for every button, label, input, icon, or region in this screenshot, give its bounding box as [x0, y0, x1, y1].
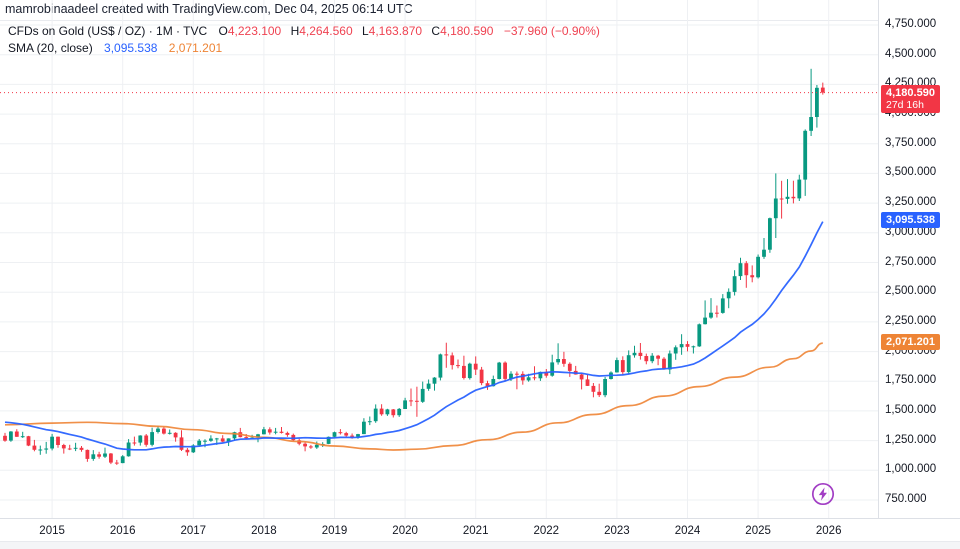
- x-axis-label: 2015: [39, 525, 65, 537]
- change-value: −37.960 (−0.90%): [503, 24, 600, 38]
- pane-top-border: [0, 20, 960, 21]
- last-price-badge-value: 4,180.590: [886, 86, 935, 99]
- y-axis-label: 2,750.000: [885, 255, 937, 268]
- close-label: C: [431, 24, 441, 38]
- y-axis-label: 4,750.000: [885, 18, 937, 30]
- chart-plot-area[interactable]: [0, 0, 878, 518]
- chart-legend: CFDs on Gold (US$ / OZ) · 1M · TVC O4,22…: [8, 23, 600, 57]
- price-axis[interactable]: 4,180.590 27d 16h 3,095.538 2,071.201 4,…: [878, 0, 960, 518]
- y-axis-label: 3,750.000: [885, 136, 937, 149]
- x-axis-label: 2021: [462, 525, 489, 537]
- y-axis-label: 1,750.000: [885, 374, 937, 387]
- x-axis-label: 2024: [674, 525, 701, 537]
- low-value: 4,163.870: [368, 24, 423, 38]
- high-value: 4,264.560: [299, 24, 353, 38]
- x-axis-label: 2016: [109, 525, 136, 537]
- sma-fast-badge: 3,095.538: [881, 212, 940, 229]
- y-axis-label: 1,500.000: [885, 403, 937, 416]
- sma-fast-value: 3,095.538: [104, 41, 158, 55]
- x-axis-label: 2025: [745, 525, 771, 537]
- low-label: L: [361, 24, 369, 38]
- sma-slow-value: 2,071.201: [168, 41, 223, 55]
- sma-slow-badge: 2,071.201: [881, 334, 940, 351]
- legend-symbol-row: CFDs on Gold (US$ / OZ) · 1M · TVC O4,22…: [8, 23, 600, 40]
- flash-icon[interactable]: [810, 481, 836, 507]
- symbol-title[interactable]: CFDs on Gold (US$ / OZ) · 1M · TVC: [8, 24, 208, 38]
- legend-indicator-row: SMA (20, close) 3,095.538 2,071.201: [8, 40, 600, 57]
- gridlines: [0, 0, 878, 518]
- bar-countdown: 27d 16h: [886, 98, 924, 111]
- y-axis-label: 1,000.000: [885, 463, 937, 476]
- x-axis-label: 2023: [604, 525, 630, 537]
- candles: [3, 68, 825, 465]
- sma-fast-line: [4, 221, 824, 451]
- y-axis-label: 3,500.000: [885, 166, 937, 179]
- indicator-title[interactable]: SMA (20, close): [8, 41, 93, 55]
- bottom-strip: [0, 541, 960, 549]
- y-axis-label: 1,250.000: [885, 433, 937, 446]
- open-value: 4,223.100: [227, 24, 282, 38]
- sma-slow-line: [4, 342, 823, 451]
- last-price-badge: 4,180.590 27d 16h: [881, 84, 940, 113]
- y-axis-label: 2,500.000: [885, 285, 937, 298]
- x-axis-label: 2019: [321, 525, 348, 537]
- watermark-text: mamrobinaadeel created with TradingView.…: [5, 2, 413, 16]
- x-axis-label: 2017: [180, 525, 207, 537]
- x-axis-label: 2018: [251, 525, 277, 537]
- y-axis-label: 750.000: [885, 493, 927, 505]
- high-label: H: [290, 24, 300, 38]
- x-axis-label: 2022: [533, 525, 560, 537]
- y-axis-label: 3,000.000: [885, 225, 937, 238]
- close-value: 4,180.590: [440, 24, 494, 38]
- open-label: O: [218, 24, 228, 38]
- x-axis-label: 2020: [392, 525, 418, 537]
- y-axis-label: 3,250.000: [885, 196, 937, 209]
- y-axis-label: 2,250.000: [885, 314, 937, 327]
- x-axis-label: 2026: [815, 525, 842, 537]
- y-axis-label: 4,500.000: [885, 47, 937, 60]
